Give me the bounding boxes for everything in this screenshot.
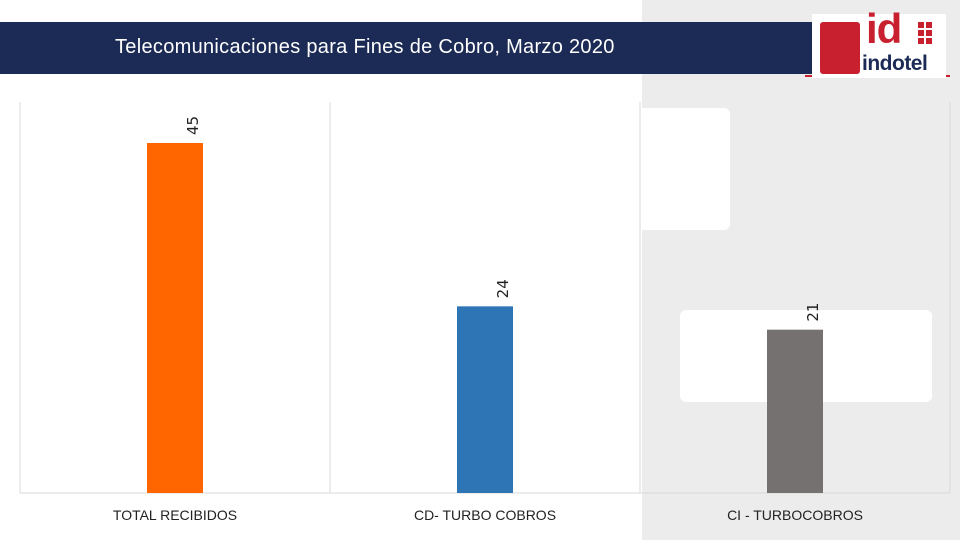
background-shape (642, 108, 730, 230)
bar (457, 306, 513, 493)
data-label: 24 (494, 279, 512, 298)
x-tick-label: CD- TURBO COBROS (414, 507, 556, 523)
page-title: Telecomunicaciones para Fines de Cobro, … (115, 36, 615, 58)
logo-wordmark: indotel (862, 52, 928, 75)
data-label: 21 (804, 303, 822, 322)
bar (767, 329, 823, 493)
indotel-logo: id indotel (812, 8, 946, 78)
logo-red-block (820, 22, 860, 74)
x-tick-label: TOTAL RECIBIDOS (113, 507, 237, 523)
bar (147, 143, 203, 493)
logo-mark: id (866, 5, 902, 52)
x-tick-label: CI - TURBOCOBROS (727, 507, 863, 523)
title-bar (0, 22, 812, 74)
data-label: 45 (184, 116, 202, 135)
